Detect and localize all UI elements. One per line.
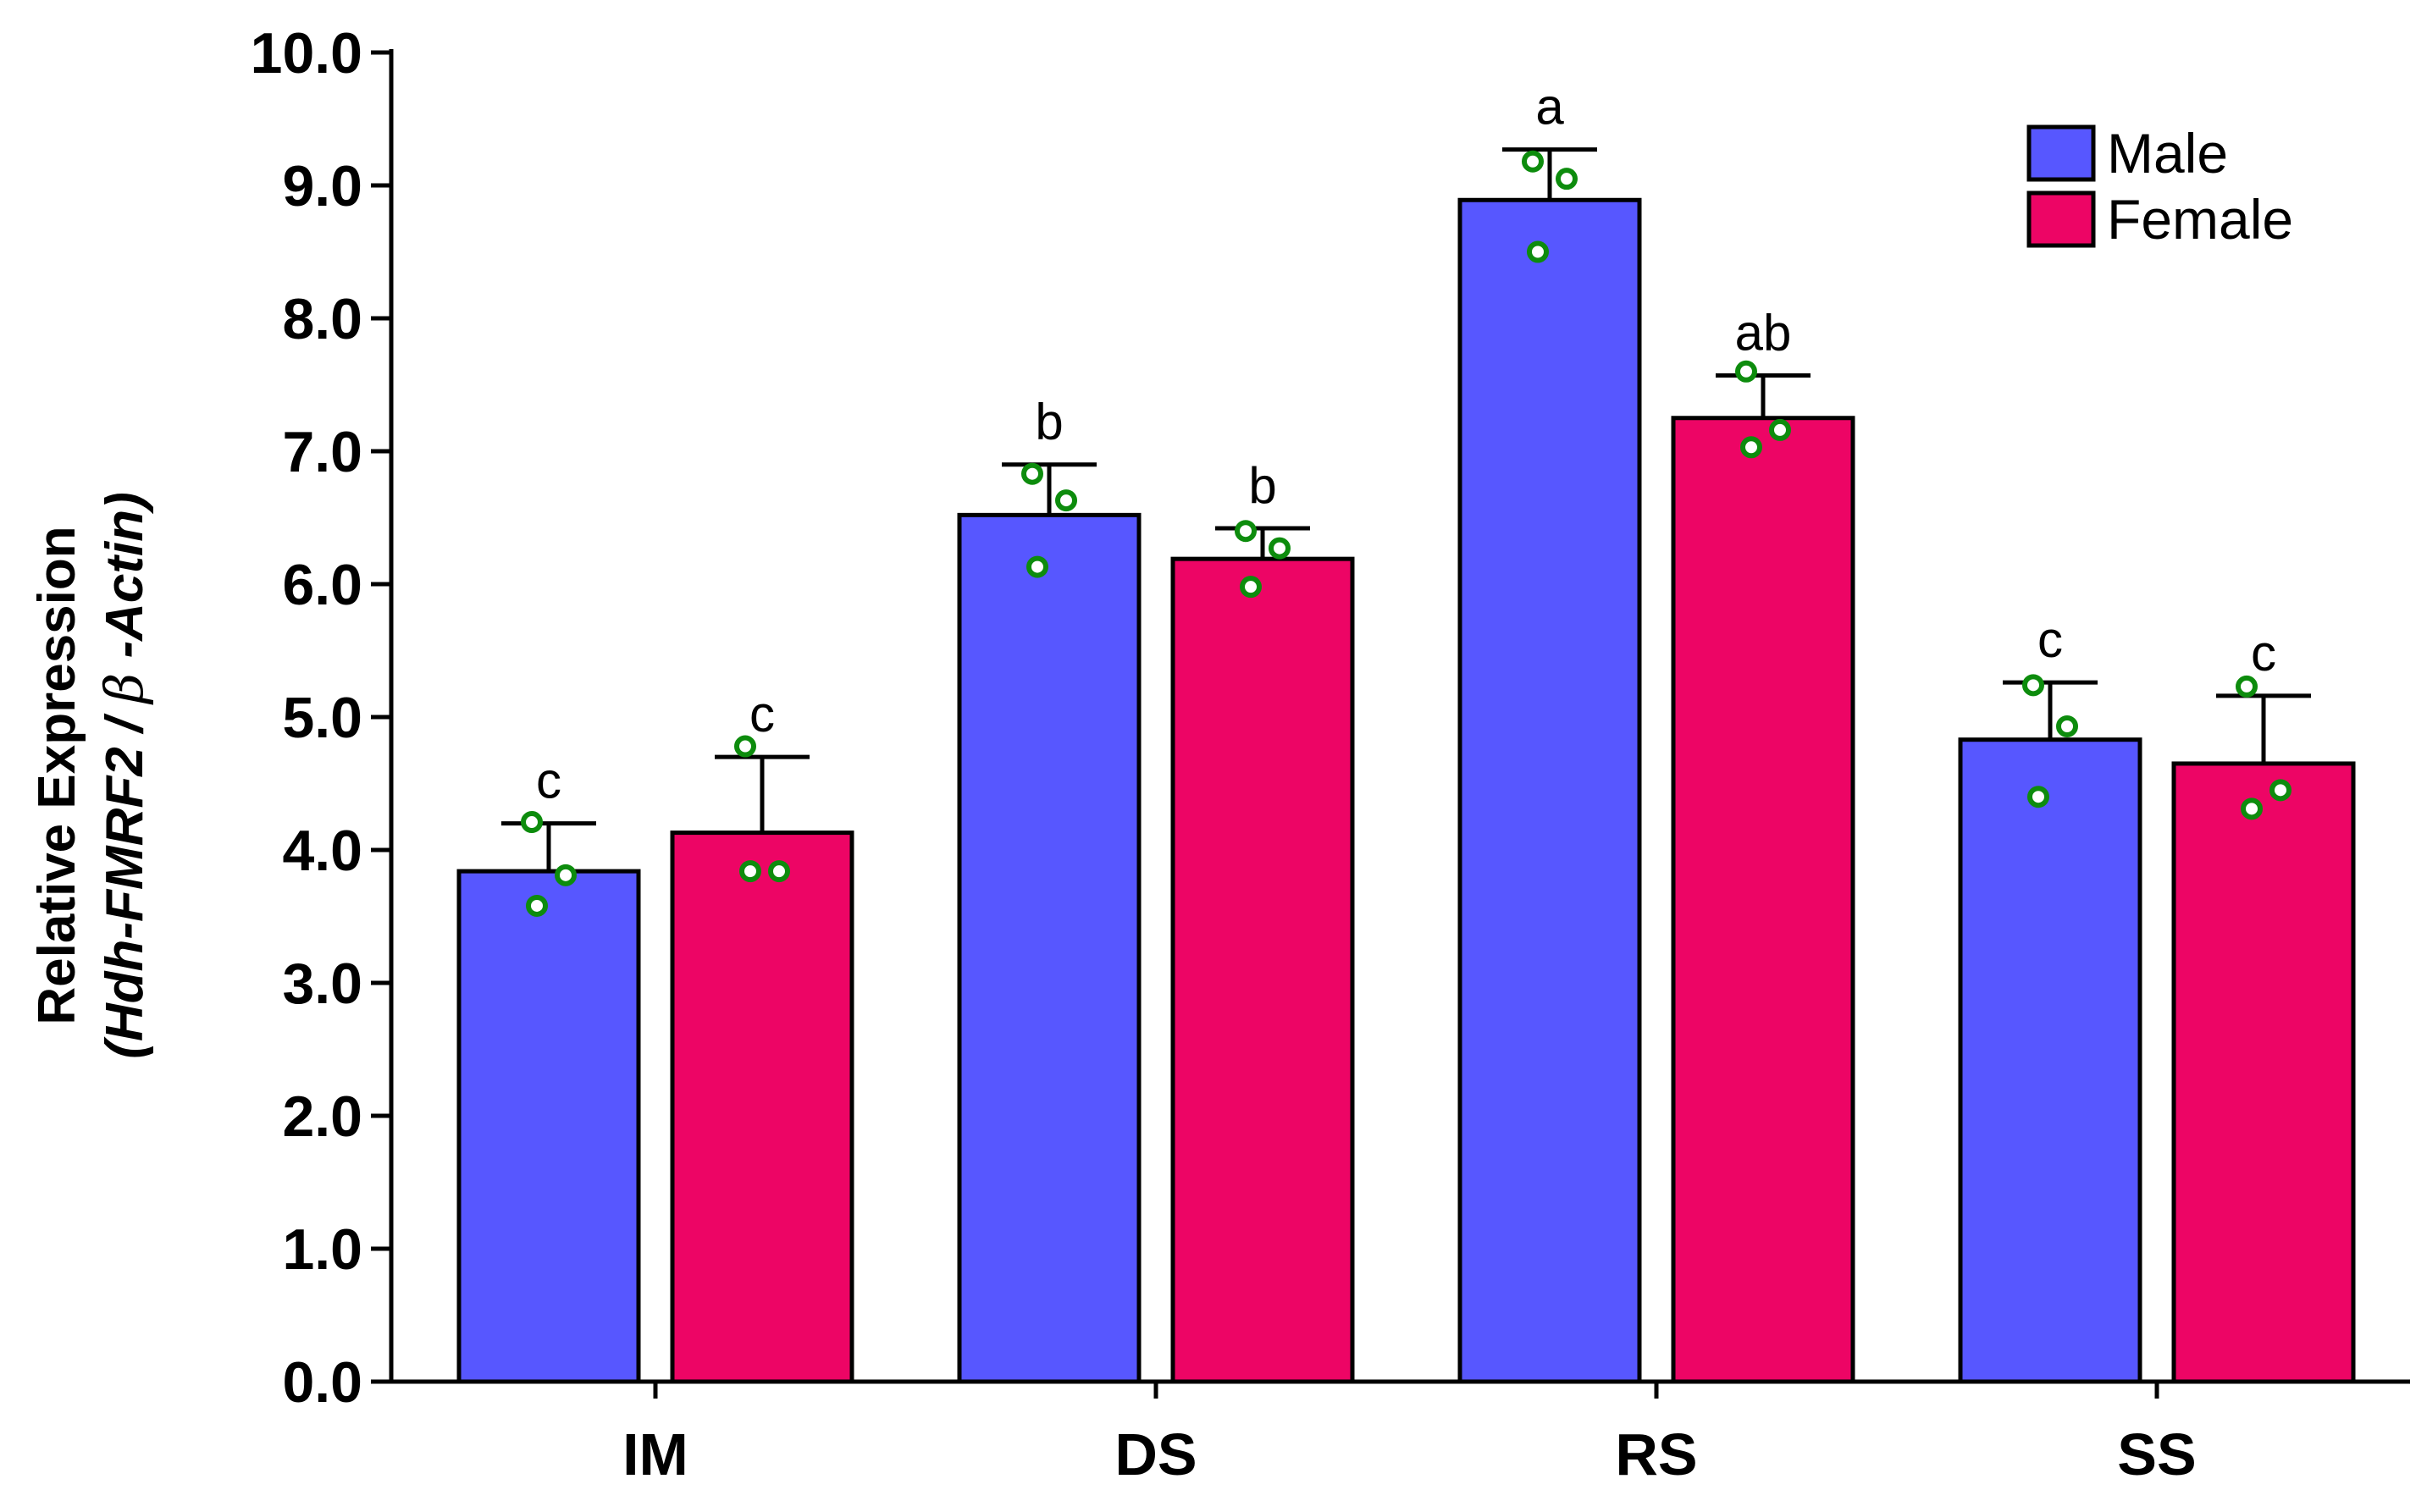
bar-RS-Male [1457,197,1642,1384]
data-point-RS-Male [1556,168,1578,190]
bar-IM-Female [670,830,854,1384]
plot-area: c b a c c b ab c 0.0 1.0 2.0 3.0 4.0 5.0 6.0 7.0 8.0 9.0 1… [251,21,2410,1487]
bar-DS-Male [957,512,1142,1384]
data-point-RS-Male [1527,240,1549,263]
y-axis-label-line1: Relative Expression [28,526,86,1024]
legend-label-Male: Male [2107,122,2228,185]
y-tick-label: 3.0 [282,952,362,1016]
y-axis-label: Relative Expression (Hdh-FMRF2 / β -Acti… [28,492,155,1059]
bar-DS-Female [1170,556,1355,1384]
x-tick-label-SS: SS [2117,1421,2196,1487]
significance-label-IM-Male: c [536,753,561,809]
bar-IM-Male [456,869,641,1384]
y-tick-label: 2.0 [282,1084,362,1149]
data-point-SS-Male [2022,674,2044,697]
y-tick-label: 4.0 [282,819,362,883]
data-point-SS-Female [2236,675,2258,698]
data-point-SS-Male [2027,786,2049,808]
data-point-SS-Female [2241,797,2263,820]
x-tick-label-DS: DS [1114,1421,1197,1487]
data-point-DS-Male [1021,462,1043,485]
x-tick-label-IM: IM [622,1421,688,1487]
data-point-DS-Female [1235,520,1257,543]
bar-RS-Female [1671,416,1855,1384]
legend-swatch-Male [2026,124,2096,182]
legend-swatch-Female [2026,190,2096,248]
data-point-DS-Female [1269,537,1291,560]
data-point-SS-Male [2056,715,2078,737]
data-point-IM-Female [768,860,790,883]
bar-SS-Male [1958,737,2142,1384]
y-tick-label: 6.0 [282,553,362,617]
data-point-IM-Male [526,894,548,917]
y-tick-label: 8.0 [282,287,362,351]
significance-label-SS-Female: c [2251,625,2276,682]
y-tick-label: 0.0 [282,1350,362,1415]
y-axis-label-beta: β [93,673,155,705]
data-point-DS-Male [1026,555,1048,578]
significance-label-RS-Male: a [1535,79,1564,135]
y-tick-label: 10.0 [251,21,362,86]
significance-label-IM-Female: c [749,686,775,742]
data-point-IM-Male [555,864,577,886]
y-tick-label: 5.0 [282,686,362,750]
data-point-DS-Female [1240,576,1262,599]
significance-label-RS-Female: ab [1735,305,1792,361]
y-axis-label-suffix: -Actin) [96,492,154,673]
y-axis-label-line2: (Hdh-FMRF2 / β -Actin) [93,492,155,1059]
data-point-IM-Female [739,860,761,883]
significance-label-SS-Male: c [2037,611,2063,668]
data-point-IM-Male [521,811,543,834]
y-tick-label: 7.0 [282,420,362,484]
data-point-RS-Female [1769,418,1791,441]
y-tick-label: 9.0 [282,154,362,218]
y-axis-label-prefix: (Hdh-FMRF2 / [96,704,154,1059]
significance-label-DS-Male: b [1035,394,1063,450]
data-point-RS-Male [1522,150,1544,173]
data-point-RS-Female [1740,436,1762,459]
data-point-IM-Female [734,735,756,758]
y-tick-label: 1.0 [282,1217,362,1282]
legend-label-Female: Female [2107,188,2293,251]
data-point-DS-Male [1055,489,1077,512]
x-tick-label-RS: RS [1615,1421,1697,1487]
data-point-SS-Female [2269,779,2292,802]
data-point-RS-Female [1735,360,1757,383]
significance-label-DS-Female: b [1248,457,1276,514]
bar-SS-Female [2171,761,2356,1384]
